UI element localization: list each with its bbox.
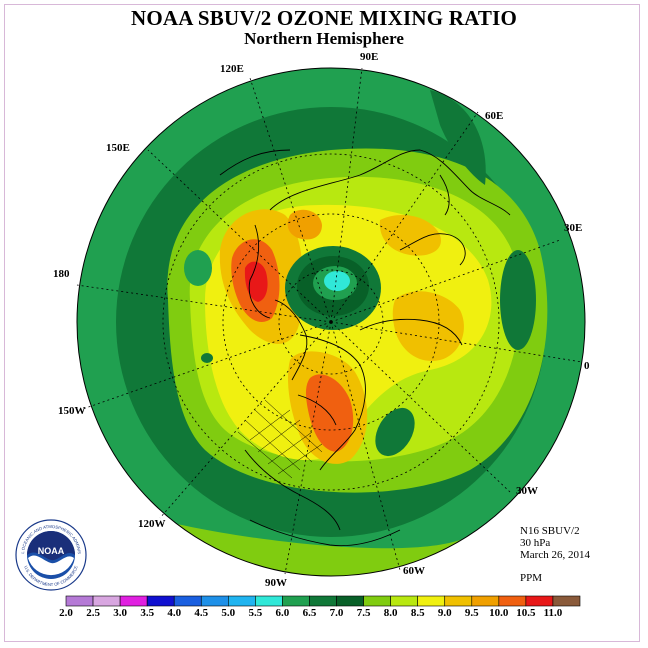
colorbar-tick-label: 4.0 <box>167 607 182 619</box>
blob-gold-siberia <box>379 215 441 256</box>
colorbar-swatch <box>417 595 446 607</box>
colorbar-tick-label: 9.0 <box>437 607 452 619</box>
colorbar-tick-label: 10.5 <box>516 607 536 619</box>
low-atlantic <box>375 407 415 457</box>
colorbar-swatch <box>228 595 256 607</box>
map-title: NOAA SBUV/2 OZONE MIXING RATIO <box>131 6 517 30</box>
colorbar-swatch <box>65 595 94 607</box>
green-patch-180 <box>184 250 212 286</box>
colorbar-tick-label: 9.5 <box>464 607 479 619</box>
lon-label-90w: 90W <box>265 577 287 589</box>
colorbar-tick-label: 10.0 <box>489 607 509 619</box>
colorbar-tick-label: 3.0 <box>113 607 127 619</box>
lon-label-180: 180 <box>53 268 70 280</box>
colorbar-swatch <box>119 595 148 607</box>
low-europe-edge <box>500 250 536 350</box>
colorbar-tick-label: 2.5 <box>86 607 100 619</box>
colorbar-swatch <box>444 595 473 607</box>
colorbar-tick-label: 5.5 <box>248 607 263 619</box>
colorbar-swatch <box>363 595 391 607</box>
low-60e <box>430 90 486 185</box>
coastlines <box>219 149 511 547</box>
lon-label-60e: 60E <box>485 110 504 122</box>
colorbar-tick-label: 7.5 <box>356 607 371 619</box>
colorbar-tick-label: 8.5 <box>410 607 425 619</box>
map-subtitle: Northern Hemisphere <box>244 29 404 48</box>
colorbar-swatch <box>336 595 364 607</box>
colorbar-swatch <box>309 595 337 607</box>
colorbar-swatch <box>552 595 581 607</box>
colorbar-swatch <box>390 595 418 607</box>
low-pacific <box>201 353 213 363</box>
us-states <box>237 399 323 479</box>
logo-wordmark: NOAA <box>38 546 65 556</box>
colorbar-tick-label: 2.0 <box>59 607 73 619</box>
blob-gold-europe <box>392 291 464 361</box>
colorbar <box>65 595 581 607</box>
colorbar-swatch <box>92 595 121 607</box>
colorbar-tick-label: 6.0 <box>275 607 290 619</box>
colorbar-swatch <box>255 595 283 607</box>
lon-label-150e: 150E <box>106 142 130 154</box>
colorbar-swatch <box>200 595 229 607</box>
colorbar-tick-label: 3.5 <box>140 607 155 619</box>
colorbar-tick-label: 11.0 <box>543 607 563 619</box>
lon-label-30w: 30W <box>516 485 538 497</box>
vortex-cyan <box>324 271 350 291</box>
colorbar-swatch <box>146 595 175 607</box>
info-block: N16 SBUV/2 30 hPa March 26, 2014 PPM <box>520 525 590 584</box>
blob-red-asia <box>244 261 268 302</box>
map-boundary <box>76 67 586 577</box>
plot-frame <box>4 4 640 642</box>
lon-label-120w: 120W <box>138 518 166 530</box>
colorbar-swatch <box>282 595 310 607</box>
instrument-label: N16 SBUV/2 <box>520 525 580 537</box>
colorbar-tick-label: 4.5 <box>194 607 209 619</box>
colorbar-swatch <box>173 595 202 607</box>
colorbar-tick-label: 7.0 <box>329 607 344 619</box>
graticule <box>76 67 583 575</box>
pressure-level-label: 30 hPa <box>520 537 551 549</box>
blob-orange-america <box>305 374 354 452</box>
lon-label-90e: 90E <box>360 51 379 63</box>
colorbar-tick-label: 5.0 <box>221 607 236 619</box>
noaa-logo: NATIONAL OCEANIC AND ATMOSPHERIC ADMINIS… <box>14 518 87 591</box>
colorbar-swatch <box>525 595 554 607</box>
date-label: March 26, 2014 <box>520 549 590 561</box>
colorbar-swatch <box>498 595 527 607</box>
colorbar-swatch <box>471 595 500 607</box>
lon-label-150w: 150W <box>58 405 86 417</box>
lon-label-60w: 60W <box>403 565 425 577</box>
units-label: PPM <box>520 572 543 584</box>
colorbar-tick-label: 6.5 <box>302 607 317 619</box>
lon-label-120e: 120E <box>220 63 244 75</box>
lon-label-0: 0 <box>584 360 590 372</box>
colorbar-tick-label: 8.0 <box>383 607 398 619</box>
lon-label-30e: 30E <box>564 222 583 234</box>
